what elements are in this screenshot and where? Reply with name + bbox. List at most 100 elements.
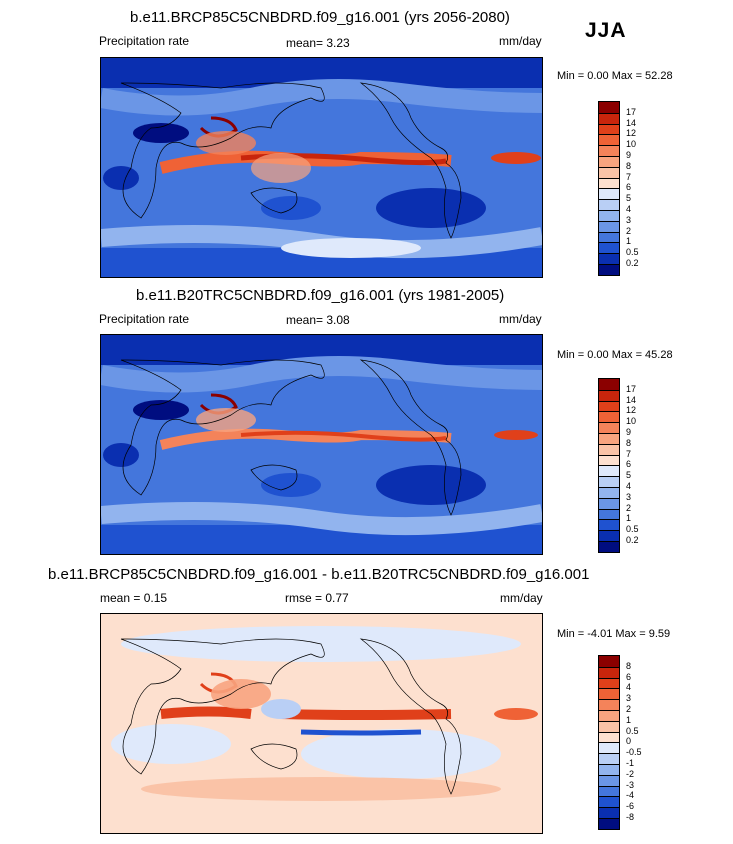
panel1-variable-label: Precipitation rate: [99, 34, 190, 48]
colorbar-tick-label: 9: [626, 427, 632, 437]
colorbar-tick-label: 12: [626, 405, 637, 416]
colorbar-tick-label: 8: [626, 160, 632, 171]
colorbar-swatch: [599, 731, 619, 743]
colorbar-tick-label: -2: [626, 768, 635, 779]
season-label: JJA: [585, 19, 627, 42]
colorbar-tick-label: 3: [626, 491, 632, 502]
panel2-map: [100, 334, 543, 555]
eurasia-africa-coastline: [120, 82, 325, 219]
colorbar-swatch: [599, 188, 619, 200]
colorbar-swatch: [599, 497, 619, 509]
colorbar-swatch: [599, 817, 619, 829]
colorbar-tick-label: 4: [626, 481, 632, 491]
colorbar-swatch: [599, 666, 619, 678]
colorbar-tick-label: -0.5: [626, 747, 642, 758]
panel1-minmax: Min = 0.00 Max = 52.28: [557, 70, 673, 82]
colorbar-swatch: [599, 253, 619, 264]
colorbar-tick-label: 14: [626, 394, 637, 405]
colorbar-swatch: [599, 443, 619, 455]
colorbar-swatch: [599, 465, 619, 477]
colorbar-tick-label: 5: [626, 470, 632, 481]
colorbar-tick-label: -6: [626, 801, 635, 812]
colorbar-tick-label: 10: [626, 139, 637, 150]
colorbar-swatch: [599, 422, 619, 433]
colorbar-swatch: [599, 508, 619, 520]
colorbar-swatch: [599, 102, 619, 113]
colorbar-tick-label: 2: [626, 225, 632, 236]
colorbar-tick-label: 2: [626, 704, 632, 714]
colorbar-tick-label: 1: [626, 236, 632, 247]
colorbar-tick-label: 0.5: [626, 247, 639, 258]
panel3-mean: mean = 0.15: [100, 591, 168, 605]
panel1-units: mm/day: [499, 34, 542, 48]
colorbar-swatch: [599, 742, 619, 754]
panel3-title: b.e11.BRCP85C5CNBDRD.f09_g16.001 - b.e11…: [48, 566, 590, 583]
colorbar-tick-label: 0.5: [626, 725, 639, 736]
colorbar-swatch: [599, 134, 619, 146]
colorbar-tick-label: -3: [626, 779, 635, 790]
colorbar-tick-label: 8: [626, 660, 632, 671]
colorbar-tick-label: 12: [626, 128, 637, 139]
colorbar-swatch: [599, 774, 619, 786]
colorbar-tick-label: 7: [626, 448, 632, 459]
north-africa-dry-region: [133, 123, 189, 143]
colorbar-tick-label: 0.2: [626, 258, 639, 268]
colorbar-tick-label: 1: [626, 714, 632, 725]
panel1-title: b.e11.BRCP85C5CNBDRD.f09_g16.001 (yrs 20…: [130, 9, 510, 26]
colorbar-swatch: [599, 379, 619, 390]
maritime-continent: [251, 153, 311, 183]
colorbar-tick-label: 4: [626, 682, 632, 693]
colorbar-tick-label: 10: [626, 416, 637, 427]
colorbar-tick-label: 3: [626, 214, 632, 225]
colorbar-swatch: [599, 112, 619, 124]
colorbar-swatch: [599, 476, 619, 487]
panel2-units: mm/day: [499, 312, 542, 326]
colorbar-swatch: [599, 656, 619, 667]
colorbar-swatch: [599, 519, 619, 531]
colorbar-tick-label: 1: [626, 513, 632, 524]
panel2-title: b.e11.B20TRC5CNBDRD.f09_g16.001 (yrs 198…: [136, 287, 505, 304]
colorbar-swatch: [599, 699, 619, 710]
colorbar-swatch: [599, 177, 619, 189]
colorbar-swatch: [599, 807, 619, 818]
colorbar-tick-label: 8: [626, 437, 632, 448]
panel1-colorbar: [598, 101, 620, 276]
panel1-map: [100, 57, 543, 278]
colorbar-swatch: [599, 123, 619, 135]
colorbar-swatch: [599, 753, 619, 764]
panel1-mean: mean= 3.23: [286, 36, 350, 50]
panel3-units: mm/day: [500, 591, 543, 605]
colorbar-swatch: [599, 688, 619, 700]
colorbar-swatch: [599, 242, 619, 254]
colorbar-swatch: [599, 400, 619, 412]
colorbar-swatch: [599, 231, 619, 243]
colorbar-tick-label: 17: [626, 106, 637, 117]
se-pacific-dry-region: [376, 188, 486, 228]
colorbar-tick-label: 6: [626, 671, 632, 682]
colorbar-swatch: [599, 263, 619, 275]
colorbar-swatch: [599, 432, 619, 444]
africa-dry-region: [103, 166, 139, 190]
atlantic-itcz: [491, 152, 541, 164]
colorbar-tick-label: 9: [626, 150, 632, 160]
panel3-colorbar: [598, 655, 620, 830]
colorbar-tick-label: 5: [626, 193, 632, 204]
colorbar-tick-label: 0.5: [626, 524, 639, 535]
colorbar-swatch: [599, 209, 619, 221]
panel2-minmax: Min = 0.00 Max = 45.28: [557, 349, 673, 361]
colorbar-swatch: [599, 796, 619, 808]
colorbar-tick-label: 2: [626, 502, 632, 513]
colorbar-tick-label: 0: [626, 736, 632, 747]
colorbar-swatch: [599, 785, 619, 797]
southern-band-highlight: [281, 238, 421, 258]
colorbar-tick-label: -8: [626, 812, 635, 822]
colorbar-tick-label: 0.2: [626, 535, 639, 545]
colorbar-swatch: [599, 220, 619, 232]
panel3-map: [100, 613, 543, 834]
colorbar-tick-label: 17: [626, 383, 637, 394]
australia-dry-region: [261, 196, 321, 220]
colorbar-swatch: [599, 199, 619, 210]
colorbar-tick-label: -1: [626, 758, 635, 768]
panel2-variable-label: Precipitation rate: [99, 312, 190, 326]
colorbar-swatch: [599, 486, 619, 498]
